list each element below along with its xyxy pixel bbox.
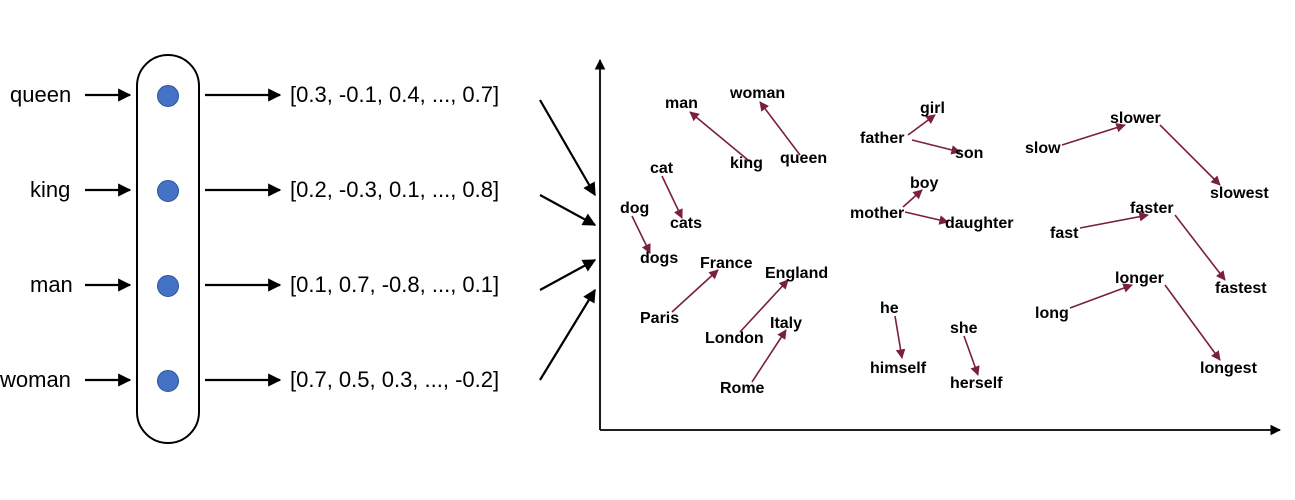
plot-word-king: king [730,155,763,173]
neuron-0 [157,85,179,107]
plot-word-he: he [880,300,899,318]
neuron-1 [157,180,179,202]
input-word-queen: queen [10,82,71,108]
plot-word-son: son [955,145,983,163]
plot-word-mother: mother [850,205,904,223]
plot-word-woman: woman [730,85,785,103]
plot-word-dogs: dogs [640,250,678,268]
plot-word-cat: cat [650,160,673,178]
plot-word-London: London [705,330,764,348]
plot-word-fast: fast [1050,225,1078,243]
vector-1: [0.2, -0.3, 0.1, ..., 0.8] [290,177,499,203]
plot-word-daughter: daughter [945,215,1013,233]
neuron-2 [157,275,179,297]
plot-word-long: long [1035,305,1069,323]
plot-word-slower: slower [1110,110,1161,128]
plot-word-England: England [765,265,828,283]
vector-3: [0.7, 0.5, 0.3, ..., -0.2] [290,367,499,393]
input-word-king: king [30,177,70,203]
plot-word-slow: slow [1025,140,1061,158]
input-word-woman: woman [0,367,71,393]
plot-word-herself: herself [950,375,1002,393]
neuron-3 [157,370,179,392]
vector-0: [0.3, -0.1, 0.4, ..., 0.7] [290,82,499,108]
plot-word-Italy: Italy [770,315,802,333]
plot-word-Paris: Paris [640,310,679,328]
plot-word-girl: girl [920,100,945,118]
plot-word-himself: himself [870,360,926,378]
plot-word-Rome: Rome [720,380,764,398]
plot-word-fastest: fastest [1215,280,1267,298]
plot-word-queen: queen [780,150,827,168]
vector-2: [0.1, 0.7, -0.8, ..., 0.1] [290,272,499,298]
input-word-man: man [30,272,73,298]
plot-word-faster: faster [1130,200,1174,218]
plot-word-father: father [860,130,904,148]
plot-word-slowest: slowest [1210,185,1269,203]
plot-word-she: she [950,320,978,338]
plot-word-longest: longest [1200,360,1257,378]
plot-word-France: France [700,255,752,273]
plot-word-man: man [665,95,698,113]
plot-word-dog: dog [620,200,649,218]
plot-word-boy: boy [910,175,938,193]
plot-word-longer: longer [1115,270,1164,288]
plot-word-cats: cats [670,215,702,233]
